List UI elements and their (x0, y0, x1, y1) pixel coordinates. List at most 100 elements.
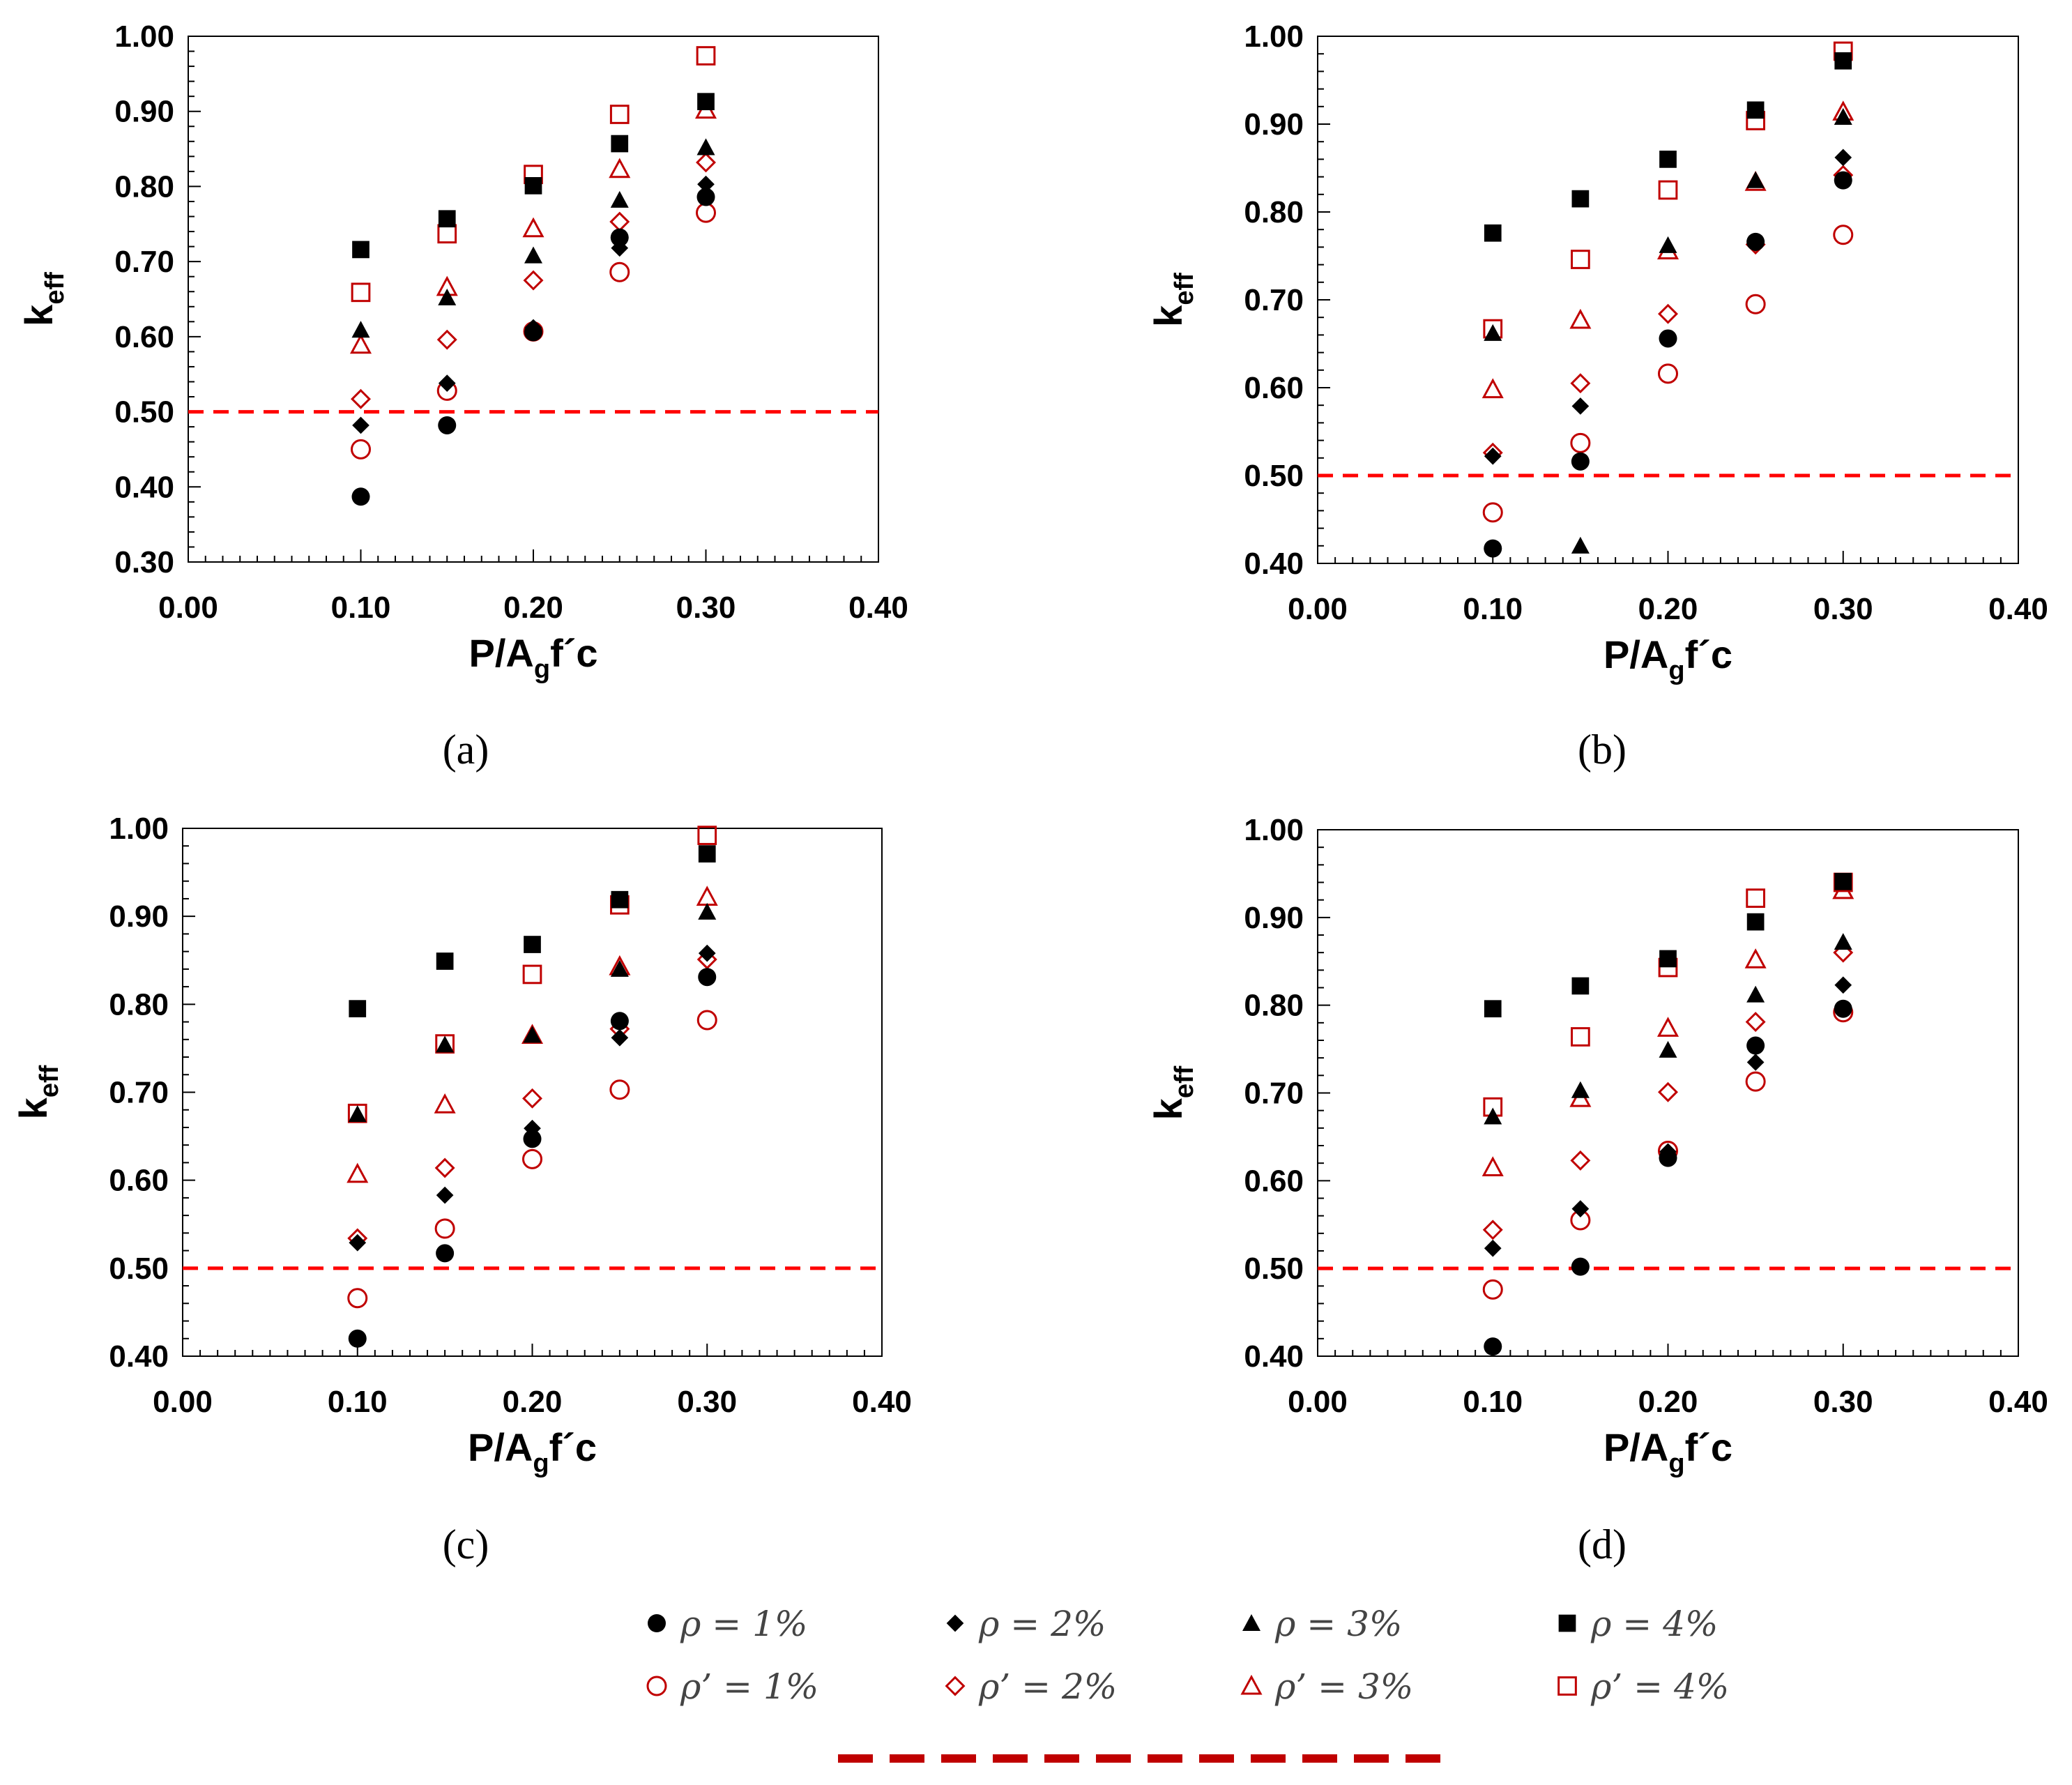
data-point-s1 (351, 487, 370, 506)
x-tick-label: 0.00 (158, 591, 218, 625)
legend-marker-s2 (946, 1614, 964, 1632)
y-tick-label: 0.90 (1244, 901, 1304, 935)
data-point-s4 (611, 135, 629, 153)
y-tick-label: 0.50 (1244, 1252, 1304, 1286)
legend-marker-s3 (1242, 1614, 1260, 1632)
data-point-s2 (611, 239, 629, 257)
x-tick-label: 0.40 (852, 1385, 912, 1419)
data-point-s4 (1746, 913, 1765, 931)
legend-label: ρ = 1% (680, 1604, 807, 1644)
y-tick-label: 0.70 (1244, 283, 1304, 317)
y-tick-label: 1.00 (1244, 20, 1304, 54)
data-point-p2 (1570, 373, 1591, 394)
data-point-s2 (349, 1233, 367, 1252)
data-point-s3 (696, 138, 715, 155)
data-point-s2 (352, 416, 370, 434)
data-point-p2 (1482, 1220, 1503, 1240)
data-point-p4 (1658, 180, 1678, 200)
legend-label: ρ’ = 3% (1274, 1666, 1413, 1707)
y-tick-label: 0.40 (114, 470, 174, 504)
y-tick-label: 0.80 (1244, 989, 1304, 1023)
data-point-s2 (697, 175, 715, 193)
data-point-p4 (697, 826, 717, 845)
plot-frame (188, 36, 879, 563)
legend-marker-p1 (646, 1676, 667, 1696)
data-point-s1 (436, 1244, 455, 1263)
y-tick-label: 0.90 (114, 95, 174, 129)
data-point-p1 (1658, 363, 1678, 384)
data-point-s3 (610, 959, 629, 977)
data-point-p1 (696, 202, 716, 223)
legend-label: ρ = 2% (978, 1604, 1106, 1644)
data-point-p1 (434, 1218, 455, 1239)
x-axis-title: P/Agf´c (469, 631, 597, 684)
y-axis-title: keff (1146, 273, 1199, 327)
legend-label: ρ’ = 2% (978, 1666, 1117, 1707)
data-point-s2 (1571, 397, 1590, 415)
data-point-s3 (348, 1105, 367, 1123)
data-point-s3 (1659, 236, 1677, 253)
data-point-s4 (524, 177, 542, 195)
data-point-s4 (1484, 224, 1502, 242)
legend-label: ρ = 4% (1590, 1604, 1718, 1644)
data-point-s1 (523, 1130, 542, 1148)
panel-label: (d) (1578, 1521, 1627, 1567)
data-point-p4 (696, 46, 716, 66)
y-tick-label: 0.90 (109, 899, 169, 934)
data-point-p3 (1481, 378, 1504, 399)
data-point-p3 (434, 1093, 456, 1114)
x-tick-label: 0.10 (1463, 1385, 1523, 1419)
y-tick-label: 0.60 (114, 320, 174, 354)
data-point-s1 (1484, 539, 1502, 558)
data-point-s1 (1571, 452, 1590, 471)
data-point-s1 (610, 228, 629, 247)
x-tick-label: 0.10 (328, 1385, 388, 1419)
data-point-s2 (698, 944, 716, 962)
data-point-p3 (522, 217, 544, 238)
data-point-s3 (438, 288, 457, 305)
data-point-s1 (1834, 999, 1852, 1018)
y-tick-label: 0.40 (109, 1339, 169, 1374)
data-point-p1 (1482, 1279, 1503, 1300)
data-point-p1 (696, 1010, 717, 1031)
data-point-s3 (1484, 1107, 1502, 1125)
data-point-s3 (1746, 985, 1765, 1003)
data-point-p4 (435, 1034, 455, 1054)
data-point-s4 (524, 936, 541, 953)
data-point-s4 (1746, 101, 1765, 119)
data-point-p2 (522, 1088, 542, 1109)
data-point-s4 (1571, 190, 1590, 208)
y-tick-label: 1.00 (114, 20, 174, 54)
data-point-s3 (1746, 171, 1765, 188)
data-point-s2 (1746, 1054, 1765, 1071)
data-point-s4 (1659, 950, 1677, 968)
data-point-s2 (1834, 976, 1852, 994)
data-point-p2 (434, 1157, 455, 1178)
data-point-s2 (1484, 1239, 1502, 1257)
data-point-s2 (1746, 234, 1765, 252)
y-tick-label: 0.80 (109, 987, 169, 1021)
legend-item-p4: ρ’ = 4% (1557, 1666, 1729, 1707)
data-point-s2 (1834, 149, 1852, 167)
y-tick-label: 0.90 (1244, 107, 1304, 142)
x-tick-label: 0.20 (503, 1385, 563, 1419)
data-point-s1 (438, 416, 457, 434)
y-tick-label: 0.50 (114, 395, 174, 430)
data-point-s4 (698, 845, 716, 863)
chart-panel-c: 0.00 0.10 0.20 0.30 0.40 0.40 0.50 0.60 0.70 0.80… (11, 812, 912, 1567)
data-point-p4 (1571, 1027, 1590, 1047)
data-point-p4 (522, 964, 542, 985)
data-point-s2 (611, 1028, 629, 1047)
data-point-s4 (1571, 977, 1590, 995)
legend-item-s1: ρ = 1% (648, 1604, 807, 1644)
data-point-p1 (1745, 294, 1766, 314)
legend-marker-s4 (1558, 1614, 1576, 1632)
data-point-s2 (524, 319, 542, 337)
data-point-p1 (347, 1288, 368, 1309)
legend-item-s3: ρ = 3% (1242, 1604, 1402, 1644)
y-tick-label: 0.30 (114, 545, 174, 579)
data-point-p2 (1658, 1081, 1678, 1102)
data-point-p3 (346, 1162, 369, 1183)
legend-marker-p3 (1240, 1674, 1263, 1695)
